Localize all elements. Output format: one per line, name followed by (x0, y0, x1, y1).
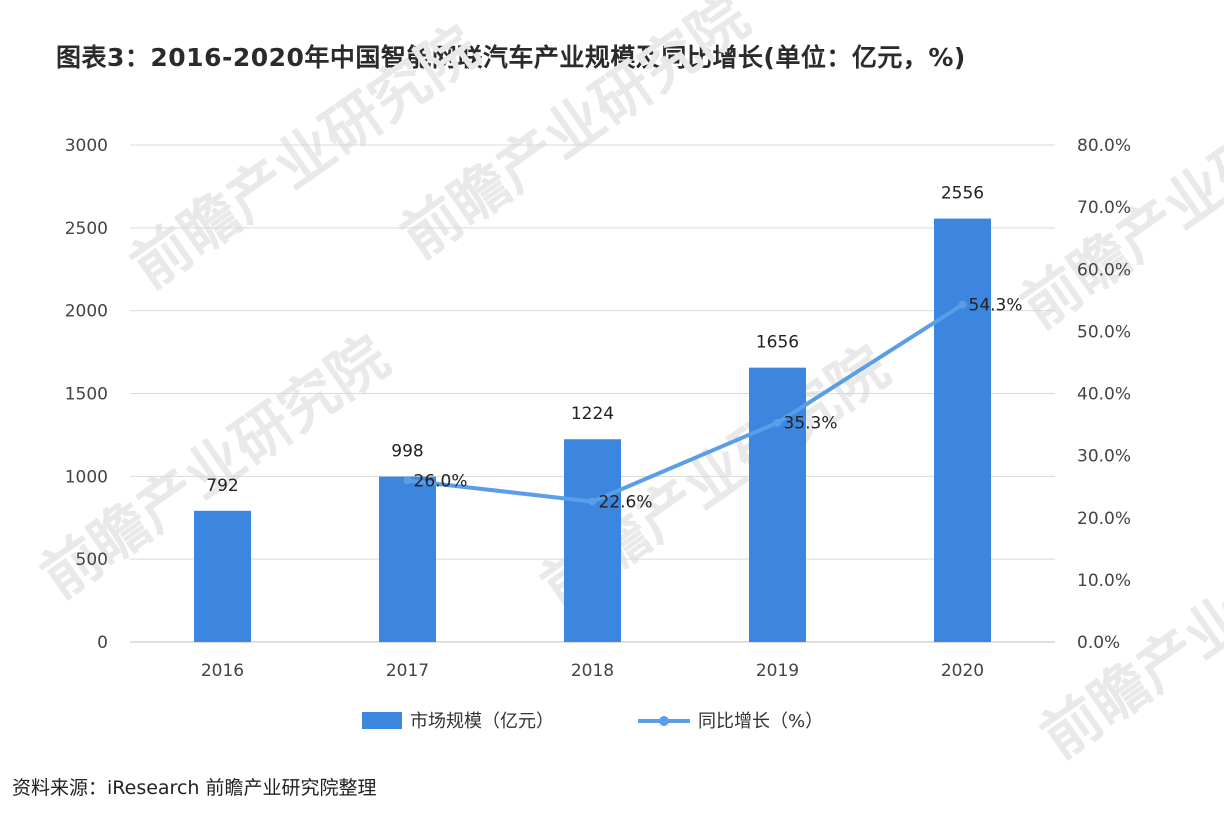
bar (934, 218, 991, 642)
bar (564, 439, 621, 642)
left-tick-label: 1000 (65, 467, 108, 487)
bar-value-label: 792 (206, 476, 238, 496)
right-tick-label: 0.0% (1077, 633, 1120, 653)
left-tick-label: 1500 (65, 385, 108, 405)
left-tick-label: 3000 (65, 136, 108, 156)
source-note: 资料来源：iResearch 前瞻产业研究院整理 (12, 777, 377, 799)
chart-title: 图表3：2016-2020年中国智能网联汽车产业规模及同比增长(单位：亿元，%) (56, 43, 966, 72)
bar-value-label: 1656 (756, 333, 799, 353)
bar (194, 510, 251, 642)
right-tick-label: 80.0% (1077, 136, 1131, 156)
line-point (588, 497, 597, 506)
line-value-label: 35.3% (784, 414, 838, 434)
right-tick-label: 30.0% (1077, 447, 1131, 467)
x-tick-label: 2018 (571, 661, 614, 681)
growth-line (407, 302, 964, 504)
left-tick-label: 2500 (65, 219, 108, 239)
line-point (958, 300, 967, 309)
x-tick-label: 2019 (756, 661, 799, 681)
right-tick-label: 40.0% (1077, 385, 1131, 405)
line-series (403, 300, 967, 506)
x-axis: 2016 2017 2018 2019 2020 (201, 661, 984, 681)
x-tick-label: 2020 (941, 661, 984, 681)
line-point (403, 476, 412, 485)
bar-value-label: 998 (391, 442, 423, 462)
legend-bar-label: 市场规模（亿元） (410, 711, 554, 732)
line-point (773, 418, 782, 427)
left-tick-label: 2000 (65, 302, 108, 322)
legend-bar-swatch (362, 712, 402, 729)
x-tick-label: 2017 (386, 661, 429, 681)
right-tick-label: 60.0% (1077, 260, 1131, 280)
bar (749, 367, 806, 642)
right-tick-label: 70.0% (1077, 198, 1131, 218)
line-value-label: 54.3% (969, 296, 1023, 316)
watermark-layer: 前瞻产业研究院前瞻产业研究院前瞻产业研究院前瞻产业研究院前瞻产业研究院前瞻产业研… (29, 0, 1224, 771)
right-axis: 0.0% 10.0% 20.0% 30.0% 40.0% 50.0% 60.0% 70.0% 8… (1077, 136, 1131, 653)
right-tick-label: 20.0% (1077, 509, 1131, 529)
left-tick-label: 0 (97, 633, 108, 653)
bar-series (194, 218, 991, 642)
legend-line-marker (659, 716, 669, 726)
legend-line-label: 同比增长（%） (698, 711, 823, 732)
right-tick-label: 50.0% (1077, 322, 1131, 342)
left-tick-label: 500 (76, 550, 108, 570)
bar-value-label: 1224 (571, 404, 614, 424)
line-value-label: 22.6% (599, 493, 653, 513)
left-axis: 0 500 1000 1500 2000 2500 3000 (65, 136, 108, 653)
line-data-labels: 26.0% 22.6% 35.3% 54.3% (414, 296, 1023, 513)
line-value-label: 26.0% (414, 471, 468, 491)
bar-data-labels: 792 998 1224 1656 2556 (206, 184, 984, 496)
legend: 市场规模（亿元） 同比增长（%） (362, 711, 823, 732)
bar-value-label: 2556 (941, 184, 984, 204)
x-tick-label: 2016 (201, 661, 244, 681)
bar (379, 476, 436, 642)
right-tick-label: 10.0% (1077, 571, 1131, 591)
